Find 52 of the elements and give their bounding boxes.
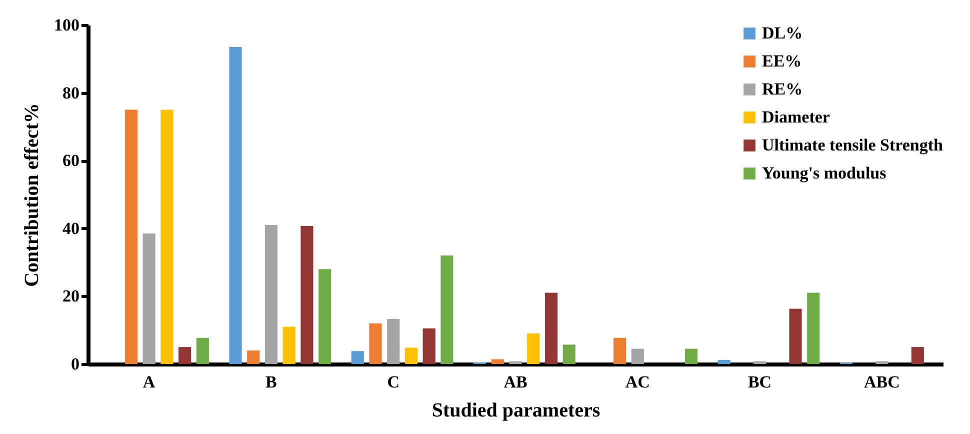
bar: [440, 256, 454, 364]
x-tick-label: C: [387, 372, 400, 392]
legend-label: Diameter: [762, 108, 830, 126]
legend-label: DL%: [762, 24, 803, 42]
bar: [178, 347, 192, 364]
bar: [142, 233, 156, 364]
bar: [369, 323, 382, 364]
legend-label: Ultimate tensile Strength: [762, 136, 944, 154]
x-tick-label: A: [142, 372, 156, 392]
y-axis-title: Contribution effect%: [21, 103, 43, 287]
bar: [631, 348, 644, 364]
x-tick-label: B: [266, 372, 277, 392]
bar: [753, 361, 766, 364]
bar: [911, 347, 924, 364]
y-tick-label: 0: [71, 354, 80, 374]
legend-label: EE%: [762, 52, 802, 70]
bar: [684, 348, 698, 364]
bar: [282, 326, 296, 364]
y-tick-label: 100: [54, 16, 80, 34]
bar: [404, 348, 418, 364]
bar: [807, 292, 820, 364]
bar: [544, 292, 558, 364]
bar: [613, 338, 626, 364]
bar: [718, 360, 730, 364]
bar: [247, 350, 260, 364]
bar: [789, 308, 802, 364]
bar: [196, 338, 209, 364]
legend-label: RE%: [762, 80, 803, 98]
x-axis-title: Studied parameters: [432, 400, 600, 422]
bar: [876, 361, 888, 364]
bar: [229, 47, 242, 364]
bar: [264, 225, 278, 364]
bar: [124, 110, 138, 364]
bar: [562, 344, 576, 364]
bar: [300, 226, 314, 364]
bar: [527, 333, 540, 364]
bar: [422, 328, 436, 364]
bar: [387, 318, 400, 364]
bar: [491, 359, 504, 364]
x-tick-label: ABC: [864, 372, 900, 392]
x-tick-label: AC: [625, 372, 650, 392]
bar: [160, 110, 174, 364]
legend-label: Young's modulus: [762, 164, 887, 182]
bar: [509, 361, 522, 364]
x-tick-label: AB: [504, 372, 528, 392]
bar: [318, 269, 332, 364]
y-tick-label: 80: [62, 83, 80, 102]
y-tick-label: 20: [62, 286, 80, 306]
bar: [351, 351, 364, 364]
y-tick-label: 60: [62, 151, 80, 170]
x-tick-label: BC: [748, 372, 772, 392]
y-tick-label: 40: [62, 218, 80, 238]
